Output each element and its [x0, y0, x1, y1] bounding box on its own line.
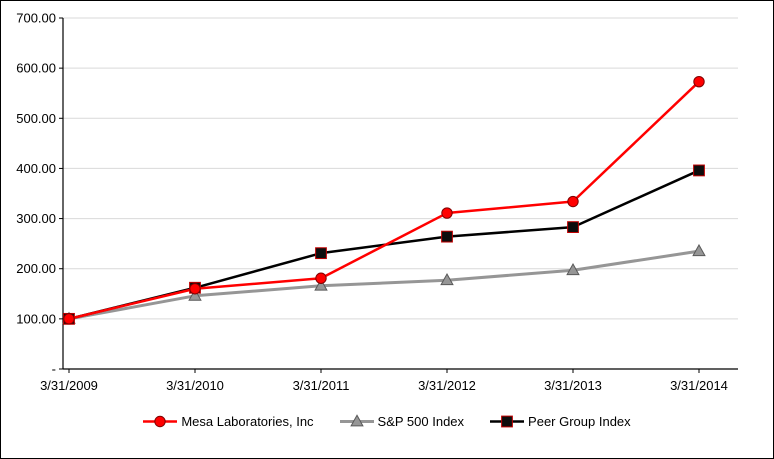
marker-triangle — [188, 288, 202, 301]
y-tick-label: - — [52, 362, 56, 377]
marker-triangle — [314, 278, 328, 291]
marker-square — [441, 230, 453, 243]
marker-square — [501, 415, 513, 428]
legend-label: Peer Group Index — [528, 414, 631, 429]
marker-square — [315, 247, 327, 260]
chart-legend: Mesa Laboratories, Inc S&P 500 Index Peer … — [1, 414, 773, 429]
x-tick-label: 3/31/2014 — [670, 378, 728, 393]
legend-item-s-p-500-index: S&P 500 Index — [339, 414, 465, 429]
x-tick-label: 3/31/2011 — [293, 378, 350, 393]
marker-circle — [189, 283, 201, 295]
legend-item-peer-group-index: Peer Group Index — [490, 414, 631, 429]
y-tick-label: 100.00 — [16, 311, 56, 326]
marker-circle — [154, 415, 167, 428]
marker-square — [693, 164, 705, 177]
legend-key-triangle-icon — [339, 414, 374, 427]
marker-triangle — [692, 243, 706, 257]
legend-key-square-icon — [490, 415, 525, 428]
plot-area: 700.00 600.00 500.00 400.00 300.00 200.00 100.… — [16, 11, 738, 393]
marker-triangle — [440, 273, 454, 286]
series-line-s-p-500-index — [68, 249, 700, 321]
marker-triangle — [349, 414, 364, 427]
y-tick-label: 500.00 — [16, 111, 56, 126]
marker-circle — [693, 75, 705, 88]
y-tick-label: 700.00 — [16, 11, 56, 26]
y-tick-label: 300.00 — [16, 211, 56, 226]
x-tick-label: 3/31/2009 — [40, 378, 98, 393]
y-tick-label: 400.00 — [16, 161, 56, 176]
marker-circle — [315, 272, 327, 284]
y-tick-label: 200.00 — [16, 261, 56, 276]
legend-label: Mesa Laboratories, Inc — [181, 414, 314, 429]
marker-triangle — [566, 262, 580, 276]
legend-label: S&P 500 Index — [377, 414, 465, 429]
x-tick-label: 3/31/2013 — [544, 378, 602, 393]
x-tick-label: 3/31/2010 — [166, 378, 224, 393]
marker-square — [567, 221, 579, 233]
y-tick-label: 600.00 — [16, 61, 56, 76]
marker-circle — [441, 207, 453, 219]
x-tick-label: 3/31/2012 — [418, 378, 476, 393]
series-line-mesa-laboratories-inc — [68, 80, 700, 321]
marker-circle — [63, 313, 75, 325]
legend-key-circle-icon — [143, 415, 178, 428]
legend-item-mesa-laboratories-inc: Mesa Laboratories, Inc — [143, 414, 314, 429]
marker-circle — [567, 195, 579, 208]
